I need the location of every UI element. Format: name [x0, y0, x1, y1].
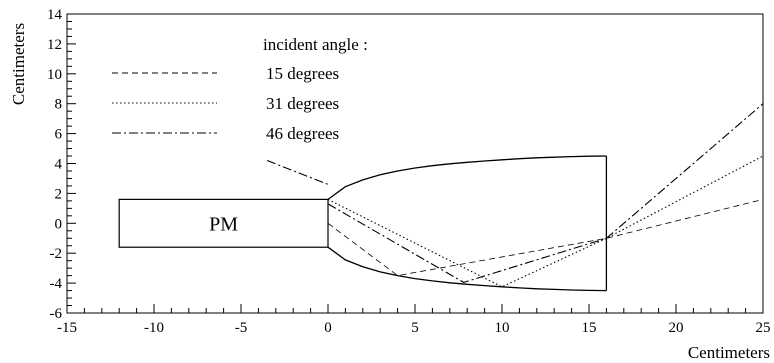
- reflector-lower-curve: [327, 246, 607, 292]
- x-tick-label: 20: [669, 320, 684, 336]
- y-tick-label: -4: [50, 276, 63, 292]
- rays-layer: [266, 103, 764, 288]
- x-axis-title: Centimeters: [688, 343, 770, 362]
- y-tick-label: 2: [55, 186, 63, 202]
- legend-entry-label: 15 degrees: [266, 64, 339, 83]
- x-tick-label: 5: [411, 320, 419, 336]
- plot-frame: [66, 13, 764, 314]
- x-tick-label: -10: [144, 320, 164, 336]
- ray-path-3: [266, 159, 329, 185]
- y-tick-label: 4: [55, 157, 63, 173]
- y-tick-label: 10: [47, 67, 62, 83]
- y-tick-label: -6: [50, 306, 63, 322]
- x-tick-label: -5: [235, 320, 248, 336]
- ray-path-1: [327, 199, 764, 277]
- y-tick-label: -2: [50, 246, 63, 262]
- x-tick-label: 10: [495, 320, 510, 336]
- pm-label: PM: [209, 213, 238, 235]
- y-tick-label: 6: [55, 127, 63, 143]
- legend: incident angle : 15 degrees 31 degrees 46 …: [112, 35, 368, 143]
- x-tick-label: 15: [582, 320, 597, 336]
- y-tick-label: 14: [47, 7, 63, 23]
- y-tick-label: 12: [47, 37, 62, 53]
- geometry-layer: PM: [118, 155, 608, 292]
- legend-entry-label: 46 degrees: [266, 124, 339, 143]
- y-axis-title: Centimeters: [9, 23, 28, 105]
- legend-title: incident angle :: [263, 35, 368, 54]
- reflector-upper-curve: [327, 155, 607, 200]
- y-tick-label: 8: [55, 97, 63, 113]
- legend-entry-label: 31 degrees: [266, 94, 339, 113]
- ray-path-2: [327, 155, 764, 288]
- x-tick-label: 0: [324, 320, 332, 336]
- x-tick-label: 25: [756, 320, 771, 336]
- ray-path-4: [327, 103, 764, 283]
- axes-layer: -15 -10 -5 0 5 10 15 20 25 -6 -4 -2 0 2 4 6 8 10 12 14: [47, 7, 771, 336]
- y-tick-label: 0: [55, 216, 63, 232]
- x-tick-label: -15: [57, 320, 77, 336]
